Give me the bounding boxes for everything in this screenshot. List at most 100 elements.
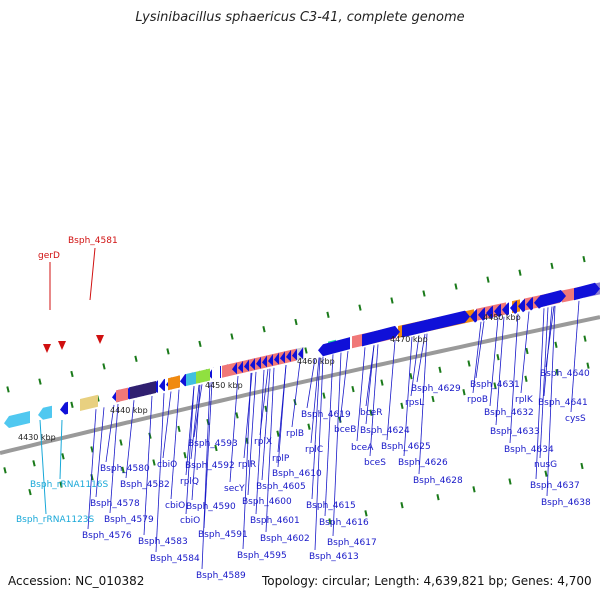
gene-feature	[186, 371, 196, 386]
gene-feature	[318, 337, 350, 357]
gene-label: bceA	[351, 443, 374, 453]
leader-line	[356, 347, 366, 442]
highlight-marker	[43, 344, 51, 353]
leader-line	[89, 247, 96, 301]
leader-line	[306, 358, 316, 409]
leader-line	[201, 382, 211, 570]
gene-labels: gerD Bsph_4581 Bsph_rRNA1116S Bsph_rRNA1123…	[16, 236, 591, 581]
leader-line	[403, 336, 413, 457]
tick-mark	[508, 478, 512, 485]
leader-line	[162, 391, 172, 459]
tick-mark	[70, 401, 74, 408]
gene-label: Bsph_4576	[82, 531, 132, 541]
tick-mark	[496, 354, 500, 361]
leader-line	[261, 368, 271, 481]
gene-feature	[268, 354, 273, 366]
leader-line	[143, 395, 153, 536]
leader-line	[546, 305, 556, 497]
tick-mark	[380, 379, 384, 386]
leader-line	[95, 407, 105, 498]
tick-mark	[493, 382, 497, 389]
tick-mark	[550, 262, 554, 270]
kbp-scale-labels: 4430 kbp 4440 kbp 4450 kbp 4460 kbp 4470 kbp…	[18, 313, 521, 442]
tick-mark	[582, 255, 586, 263]
gene-label: Bsph_4590	[186, 502, 236, 512]
tick-mark	[358, 304, 362, 311]
gene-feature	[292, 348, 297, 361]
gene-label: Bsph_4615	[306, 501, 356, 511]
gene-label: nusG	[534, 460, 557, 470]
gene-feature	[402, 310, 470, 338]
gene-label: Bsph_4605	[256, 482, 306, 492]
gene-label: rplB	[286, 429, 304, 439]
tick-mark	[409, 373, 413, 380]
gene-label: Bsph_4625	[381, 442, 431, 452]
gene-feature	[274, 352, 279, 365]
gene-feature	[298, 347, 303, 360]
tick-mark	[119, 439, 123, 446]
gene-label: Bsph_4638	[541, 498, 591, 508]
tick-mark	[3, 467, 7, 474]
gene-label: rplC	[305, 445, 323, 455]
gene-label: Bsph_4637	[530, 481, 580, 491]
gene-feature	[502, 302, 509, 316]
kbp-label: 4440 kbp	[110, 406, 148, 415]
gene-label: Bsph_4624	[360, 426, 410, 436]
tick-mark	[436, 494, 440, 501]
tick-mark	[61, 453, 65, 460]
tick-mark	[102, 363, 106, 370]
leader-line	[495, 316, 505, 426]
gene-feature	[534, 295, 541, 309]
tick-mark	[276, 430, 280, 437]
genome-summary: Topology: circular; Length: 4,639,821 bp…	[262, 574, 592, 588]
tick-mark	[524, 375, 528, 382]
gene-feature	[280, 351, 285, 364]
highlight-marker	[96, 335, 104, 344]
gene-label: rpsL	[405, 398, 424, 408]
gene-feature	[494, 303, 501, 318]
gene-label: Bsph_4593	[188, 439, 238, 449]
gene-label: Bsph_4629	[411, 384, 461, 394]
tick-mark	[462, 389, 466, 396]
backbone-line	[0, 315, 600, 455]
gene-label: cbiO	[165, 501, 185, 511]
tick-mark	[400, 502, 404, 509]
tick-mark	[486, 276, 490, 283]
gene-label: Bsph_4589	[196, 571, 246, 581]
tick-mark	[262, 326, 266, 333]
rna-label: Bsph_rRNA1116S	[30, 480, 109, 490]
gene-label: Bsph_4628	[413, 476, 463, 486]
gene-feature	[286, 349, 291, 362]
tick-mark	[134, 355, 138, 362]
gene-label: Bsph_4583	[138, 537, 188, 547]
leader-line	[324, 354, 334, 517]
leader-line	[59, 419, 63, 480]
gene-label: Bsph_4641	[538, 398, 588, 408]
kbp-label: 4450 kbp	[205, 381, 243, 390]
leader-line	[509, 313, 519, 444]
gene-feature	[130, 381, 156, 400]
leader-line	[255, 369, 265, 515]
gene-label: Bsph_4613	[309, 552, 359, 562]
gene-label: Bsph_4595	[237, 551, 287, 561]
gene-features	[4, 282, 600, 428]
leader-line	[416, 333, 426, 383]
tick-mark	[322, 392, 326, 399]
gene-label: bceB	[334, 425, 356, 435]
gene-feature	[510, 300, 517, 314]
gene-label: Bsph_4633	[490, 427, 540, 437]
leader-line	[185, 386, 195, 476]
kbp-label: 4430 kbp	[18, 433, 56, 442]
gene-label: rplK	[515, 395, 534, 405]
tick-mark	[28, 488, 32, 496]
tick-mark	[214, 444, 218, 452]
tick-mark	[304, 347, 308, 354]
rrna-feature	[4, 411, 30, 428]
gene-label: Bsph_4640	[540, 369, 590, 379]
accession-text: Accession: NC_010382	[8, 574, 145, 588]
tick-mark	[235, 412, 239, 419]
gene-label: Bsph_4584	[150, 554, 200, 564]
tick-mark	[454, 283, 458, 290]
tick-mark	[328, 518, 332, 525]
leader-line	[190, 384, 200, 460]
